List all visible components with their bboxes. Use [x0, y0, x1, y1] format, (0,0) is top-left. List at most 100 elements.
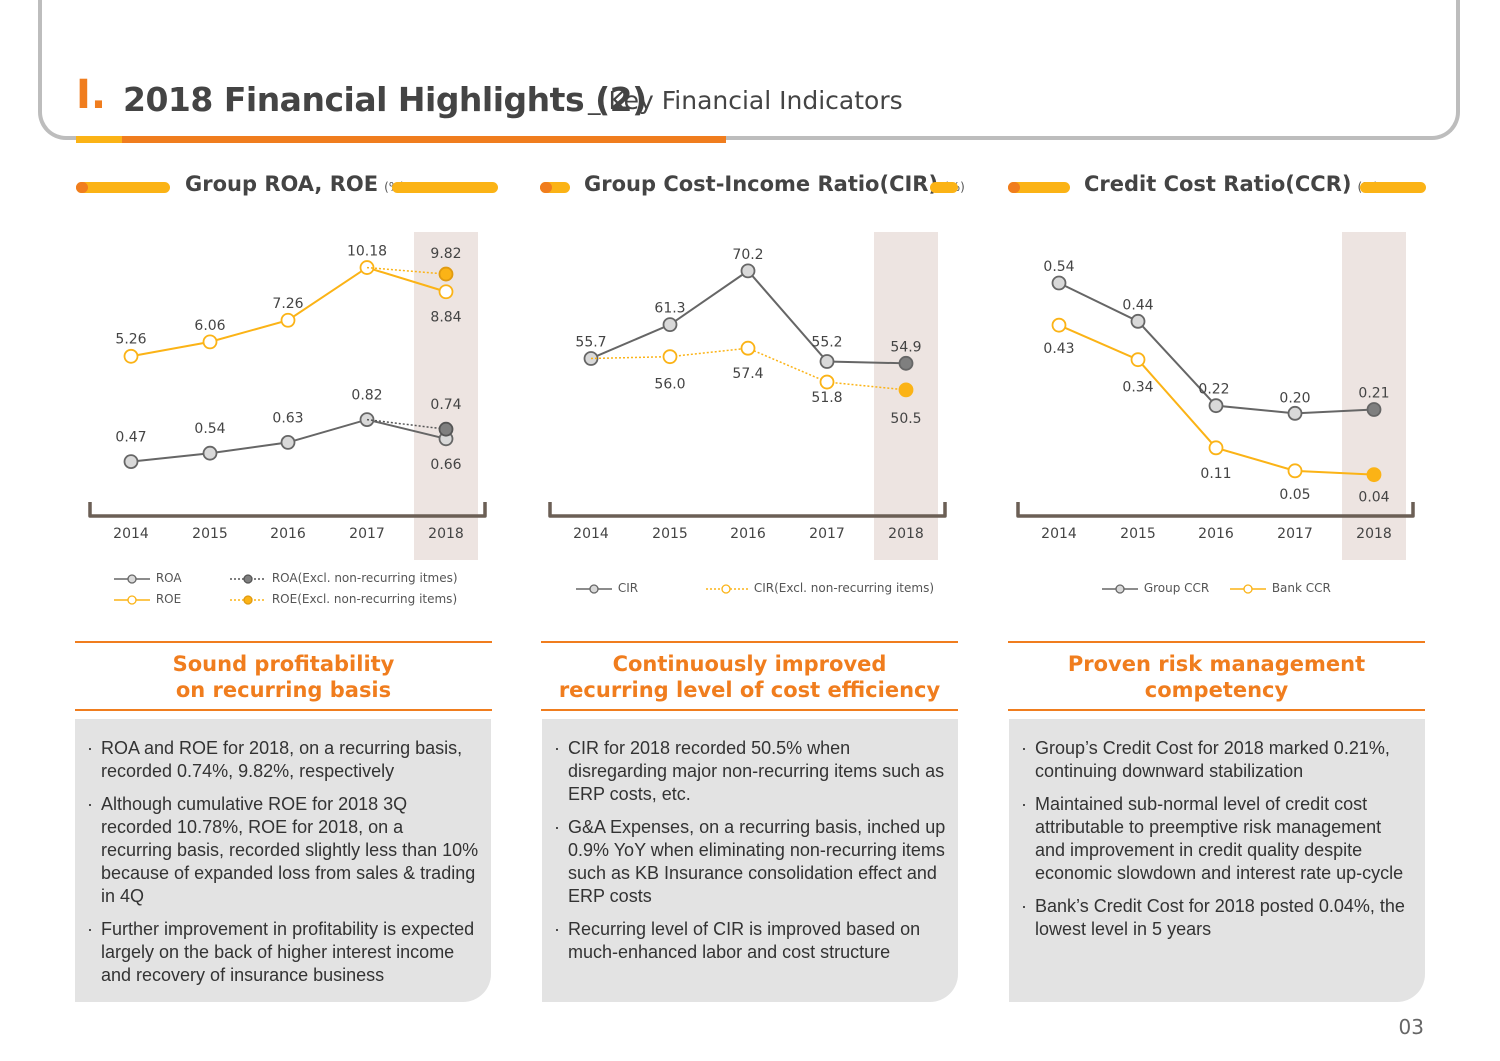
data-label: 0.11: [1200, 466, 1231, 482]
legend-label: Group CCR: [1143, 581, 1210, 595]
legend-item-bank-ccr: Bank CCR: [1228, 581, 1331, 597]
data-point: [898, 355, 914, 371]
x-tick-label: 2015: [192, 526, 228, 542]
x-tick-label: 2015: [1120, 526, 1156, 542]
bullet-box-risk-management: Group’s Credit Cost for 2018 marked 0.21…: [1009, 719, 1425, 1002]
bullet-item: G&A Expenses, on a recurring basis, inch…: [554, 816, 946, 908]
bullet-item: Further improvement in profitability is …: [87, 918, 479, 987]
data-label: 51.8: [811, 390, 842, 406]
bullet-item: Recurring level of CIR is improved based…: [554, 918, 946, 964]
heading-accent-right: [1360, 182, 1426, 193]
data-label: 5.26: [115, 331, 146, 347]
chart-title-roa-roe: Group ROA, ROE: [185, 172, 379, 196]
data-point: [438, 284, 454, 300]
data-point: [583, 351, 599, 366]
ccr-legend: Group CCR Bank CCR: [1100, 581, 1400, 601]
x-tick-label: 2017: [349, 526, 385, 542]
bullet-box-cost-efficiency: CIR for 2018 recorded 50.5% when disrega…: [542, 719, 958, 1002]
data-point: [740, 340, 756, 356]
data-label: 0.44: [1122, 297, 1153, 313]
data-label: 0.43: [1043, 341, 1074, 357]
x-tick-label: 2014: [1041, 526, 1077, 542]
data-point: [202, 445, 218, 461]
legend-label: Bank CCR: [1271, 581, 1331, 595]
data-label: 0.20: [1279, 390, 1310, 406]
legend-label: CIR: [617, 581, 639, 595]
headline-cost-efficiency: Continuously improved recurring level of…: [541, 641, 958, 711]
series-line: [366, 418, 447, 430]
data-point: [1366, 467, 1382, 483]
data-point: [280, 434, 296, 450]
data-point: [1208, 398, 1224, 414]
headline-line: on recurring basis: [175, 678, 392, 702]
section-numeral: I.: [76, 72, 107, 118]
data-label: 0.54: [1043, 259, 1074, 275]
data-point: [662, 349, 678, 365]
heading-accent-right: [392, 182, 498, 193]
data-point: [1208, 440, 1224, 456]
legend-label: ROA(Excl. non-recurring itmes): [271, 571, 458, 585]
x-tick-label: 2014: [573, 526, 609, 542]
bullet-item: Bank’s Credit Cost for 2018 posted 0.04%…: [1021, 895, 1413, 941]
title-underline: [76, 136, 726, 143]
heading-accent-left: [540, 182, 570, 193]
headline-line: recurring level of cost efficiency: [558, 678, 941, 702]
x-axis-bracket: [548, 502, 947, 518]
bullet-box-profitability: ROA and ROE for 2018, on a recurring bas…: [75, 719, 491, 1002]
data-label: 9.82: [430, 246, 461, 262]
data-label: 7.26: [272, 296, 303, 312]
x-tick-label: 2016: [1198, 526, 1234, 542]
legend-item-group-ccr: Group CCR: [1100, 581, 1209, 597]
page-number: 03: [1398, 1015, 1424, 1039]
data-point: [123, 454, 139, 470]
data-label: 55.2: [811, 335, 842, 351]
data-label: 61.3: [654, 301, 685, 317]
x-tick-label: 2014: [113, 526, 149, 542]
roa-roe-chart: 2014 2015 2016 2017 2018 5.26 6.06 7.26 10.18 8.8…: [88, 232, 487, 560]
data-label: 0.74: [430, 397, 461, 413]
data-point: [662, 317, 678, 333]
cir-chart: 2014 2015 2016 2017 2018 55.7 61.3 70.2 55.2 54.9…: [548, 232, 947, 560]
section-cir-heading: Group Cost-Income Ratio(CIR)(%): [540, 172, 965, 202]
legend-label: ROA: [155, 571, 182, 585]
x-tick-label: 2018: [1356, 526, 1392, 542]
legend-item-roe-excl: ROE(Excl. non-recurring items): [228, 592, 457, 608]
data-label: 70.2: [732, 247, 763, 263]
data-point: [1287, 405, 1303, 421]
data-point: [280, 312, 296, 328]
heading-accent-right: [930, 182, 958, 193]
data-label: 0.54: [194, 421, 225, 437]
data-point: [123, 348, 139, 364]
data-label: 50.5: [890, 411, 921, 427]
header-frame: [38, 0, 1460, 140]
x-tick-label: 2017: [1277, 526, 1313, 542]
x-tick-label: 2018: [888, 526, 924, 542]
x-tick-label: 2018: [428, 526, 464, 542]
chart-title-ccr: Credit Cost Ratio(CCR): [1084, 172, 1352, 196]
headline-line: Sound profitability: [172, 652, 395, 676]
ccr-chart: 2014 2015 2016 2017 2018 0.54 0.44 0.22 0.20 0.21…: [1016, 232, 1415, 560]
page-title: 2018 Financial Highlights (2): [123, 80, 647, 119]
headline-line: competency: [1144, 678, 1289, 702]
data-point: [819, 374, 835, 390]
data-label: 6.06: [194, 318, 225, 334]
data-label: 0.05: [1279, 487, 1310, 503]
legend-item-cir: CIR: [574, 581, 638, 597]
x-tick-label: 2016: [270, 526, 306, 542]
x-tick-label: 2016: [730, 526, 766, 542]
section-ccr-heading: Credit Cost Ratio(CCR)(%): [1008, 172, 1426, 202]
section-roa-roe-heading: Group ROA, ROE(%): [76, 172, 498, 202]
heading-accent-left: [76, 182, 170, 193]
series-line: [366, 266, 447, 275]
data-label: 0.22: [1198, 382, 1229, 398]
data-point: [202, 334, 218, 350]
x-tick-label: 2017: [809, 526, 845, 542]
data-point: [438, 266, 454, 282]
legend-item-cir-excl: CIR(Excl. non-recurring items): [704, 581, 934, 597]
headline-profitability: Sound profitability on recurring basis: [75, 641, 492, 711]
legend-label: ROE: [155, 592, 182, 606]
data-label: 0.47: [115, 430, 146, 446]
bullet-item: CIR for 2018 recorded 50.5% when disrega…: [554, 737, 946, 806]
data-point: [1130, 352, 1146, 368]
data-label: 55.7: [575, 334, 606, 350]
